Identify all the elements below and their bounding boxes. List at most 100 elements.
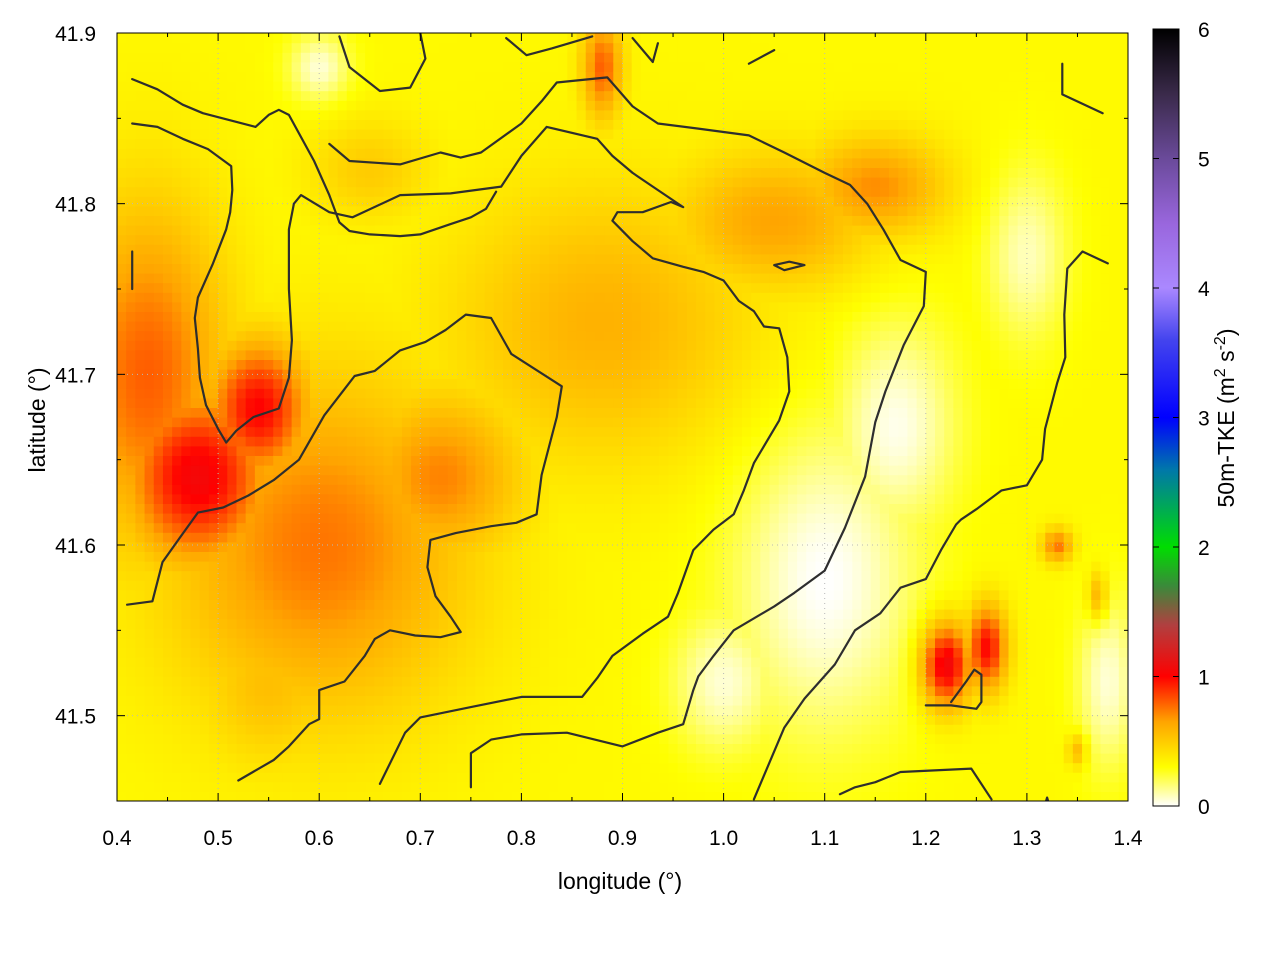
heatmap-cell	[328, 273, 339, 284]
heatmap-cell	[429, 609, 440, 620]
heatmap-cell	[475, 61, 486, 72]
heatmap-cell	[576, 369, 587, 380]
heatmap-cell	[392, 81, 403, 92]
heatmap-cell	[374, 311, 385, 322]
heatmap-cell	[677, 234, 688, 245]
heatmap-cell	[254, 42, 265, 53]
heatmap-cell	[328, 253, 339, 264]
heatmap-cell	[420, 81, 431, 92]
heatmap-cell	[355, 186, 366, 197]
heatmap-cell	[346, 465, 357, 476]
heatmap-cell	[117, 301, 127, 312]
heatmap-cell	[172, 196, 182, 207]
heatmap-cell	[392, 493, 403, 504]
heatmap-cell	[144, 90, 155, 101]
heatmap-cell	[162, 215, 173, 226]
heatmap-cell	[539, 81, 550, 92]
heatmap-cell	[190, 714, 201, 725]
heatmap-cell	[668, 714, 679, 725]
heatmap-cell	[245, 714, 256, 725]
heatmap-cell	[337, 234, 348, 245]
heatmap-cell	[172, 753, 182, 764]
heatmap-cell	[300, 225, 311, 236]
heatmap-cell	[392, 157, 403, 168]
heatmap-cell	[273, 186, 284, 197]
heatmap-cell	[153, 225, 164, 236]
heatmap-cell	[594, 465, 605, 476]
heatmap-cell	[539, 388, 550, 399]
heatmap-cell	[475, 445, 486, 456]
heatmap-cell	[677, 378, 688, 389]
heatmap-cell	[668, 311, 679, 322]
heatmap-cell	[264, 148, 274, 159]
heatmap-cell	[503, 119, 513, 130]
heatmap-cell	[484, 637, 495, 648]
heatmap-cell	[346, 129, 357, 140]
heatmap-cell	[199, 724, 210, 735]
heatmap-cell	[199, 637, 210, 648]
heatmap-cell	[539, 109, 550, 120]
heatmap-cell	[328, 705, 339, 716]
heatmap-cell	[447, 695, 458, 706]
heatmap-cell	[374, 42, 385, 53]
heatmap-cell	[291, 580, 302, 591]
heatmap-cell	[172, 561, 182, 572]
heatmap-cell	[374, 119, 385, 130]
heatmap-cell	[622, 589, 633, 600]
heatmap-cell	[585, 244, 596, 255]
heatmap-cell	[585, 378, 596, 389]
heatmap-cell	[558, 167, 568, 178]
heatmap-cell	[328, 762, 339, 773]
heatmap-cell	[631, 186, 642, 197]
heatmap-cell	[227, 129, 238, 140]
heatmap-cell	[300, 215, 311, 226]
heatmap-cell	[236, 148, 247, 159]
heatmap-cell	[144, 532, 155, 543]
heatmap-cell	[475, 417, 486, 428]
heatmap-cell	[686, 685, 697, 696]
heatmap-cell	[126, 532, 136, 543]
heatmap-cell	[401, 474, 412, 485]
heatmap-cell	[117, 781, 127, 792]
heatmap-cell	[512, 743, 522, 754]
heatmap-cell	[291, 513, 302, 524]
heatmap-cell	[650, 90, 660, 101]
heatmap-cell	[282, 330, 293, 341]
heatmap-cell	[144, 455, 155, 466]
heatmap-cell	[310, 148, 320, 159]
heatmap-cell	[245, 71, 256, 82]
heatmap-cell	[576, 618, 587, 629]
heatmap-cell	[153, 138, 164, 149]
heatmap-cell	[539, 129, 550, 140]
heatmap-cell	[512, 666, 522, 677]
heatmap-cell	[172, 90, 182, 101]
heatmap-cell	[208, 733, 219, 744]
heatmap-cell	[135, 609, 146, 620]
heatmap-cell	[117, 225, 127, 236]
heatmap-cell	[144, 397, 155, 408]
heatmap-cell	[668, 378, 679, 389]
heatmap-cell	[420, 417, 431, 428]
heatmap-cell	[264, 493, 274, 504]
heatmap-cell	[677, 657, 688, 668]
heatmap-cell	[117, 253, 127, 264]
heatmap-cell	[401, 493, 412, 504]
heatmap-cell	[337, 340, 348, 351]
heatmap-cell	[548, 637, 559, 648]
heatmap-cell	[227, 724, 238, 735]
heatmap-cell	[273, 301, 284, 312]
heatmap-cell	[503, 167, 513, 178]
heatmap-cell	[355, 359, 366, 370]
heatmap-cell	[254, 33, 265, 44]
heatmap-cell	[181, 455, 192, 466]
heatmap-cell	[172, 244, 182, 255]
heatmap-cell	[374, 532, 385, 543]
heatmap-cell	[466, 253, 477, 264]
heatmap-cell	[622, 109, 633, 120]
heatmap-cell	[282, 513, 293, 524]
heatmap-cell	[411, 724, 421, 735]
heatmap-cell	[622, 436, 633, 447]
heatmap-cell	[337, 138, 348, 149]
heatmap-cell	[567, 609, 578, 620]
heatmap-cell	[576, 772, 587, 783]
